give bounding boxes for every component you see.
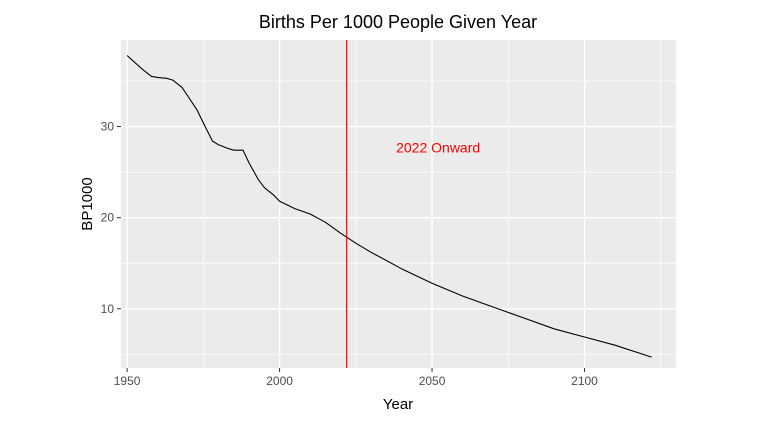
x-axis-tick-labels: 1950 2000 2050 2100 xyxy=(114,374,598,388)
plot-panel xyxy=(121,40,676,368)
x-tick-label: 2100 xyxy=(571,374,598,388)
y-tick-label: 30 xyxy=(101,120,115,134)
grid-minor-lines xyxy=(121,40,676,368)
annotation-layer: 2022 Onward xyxy=(396,140,480,156)
x-axis-ticks xyxy=(126,368,586,372)
series-layer xyxy=(126,55,652,358)
grid-major-lines xyxy=(121,40,676,368)
y-axis-tick-labels: 10 20 30 xyxy=(101,120,115,316)
y-axis-title: BP1000 xyxy=(79,177,96,230)
series-line xyxy=(126,55,652,358)
x-tick-label: 2000 xyxy=(266,374,293,388)
y-tick-label: 20 xyxy=(101,211,115,225)
x-tick-label: 1950 xyxy=(114,374,141,388)
chart-title: Births Per 1000 People Given Year xyxy=(259,12,537,32)
x-axis-title: Year xyxy=(383,396,413,413)
y-tick-label: 10 xyxy=(101,302,115,316)
y-axis-ticks xyxy=(117,126,121,310)
annotation-label: 2022 Onward xyxy=(396,140,480,156)
x-tick-label: 2050 xyxy=(419,374,446,388)
